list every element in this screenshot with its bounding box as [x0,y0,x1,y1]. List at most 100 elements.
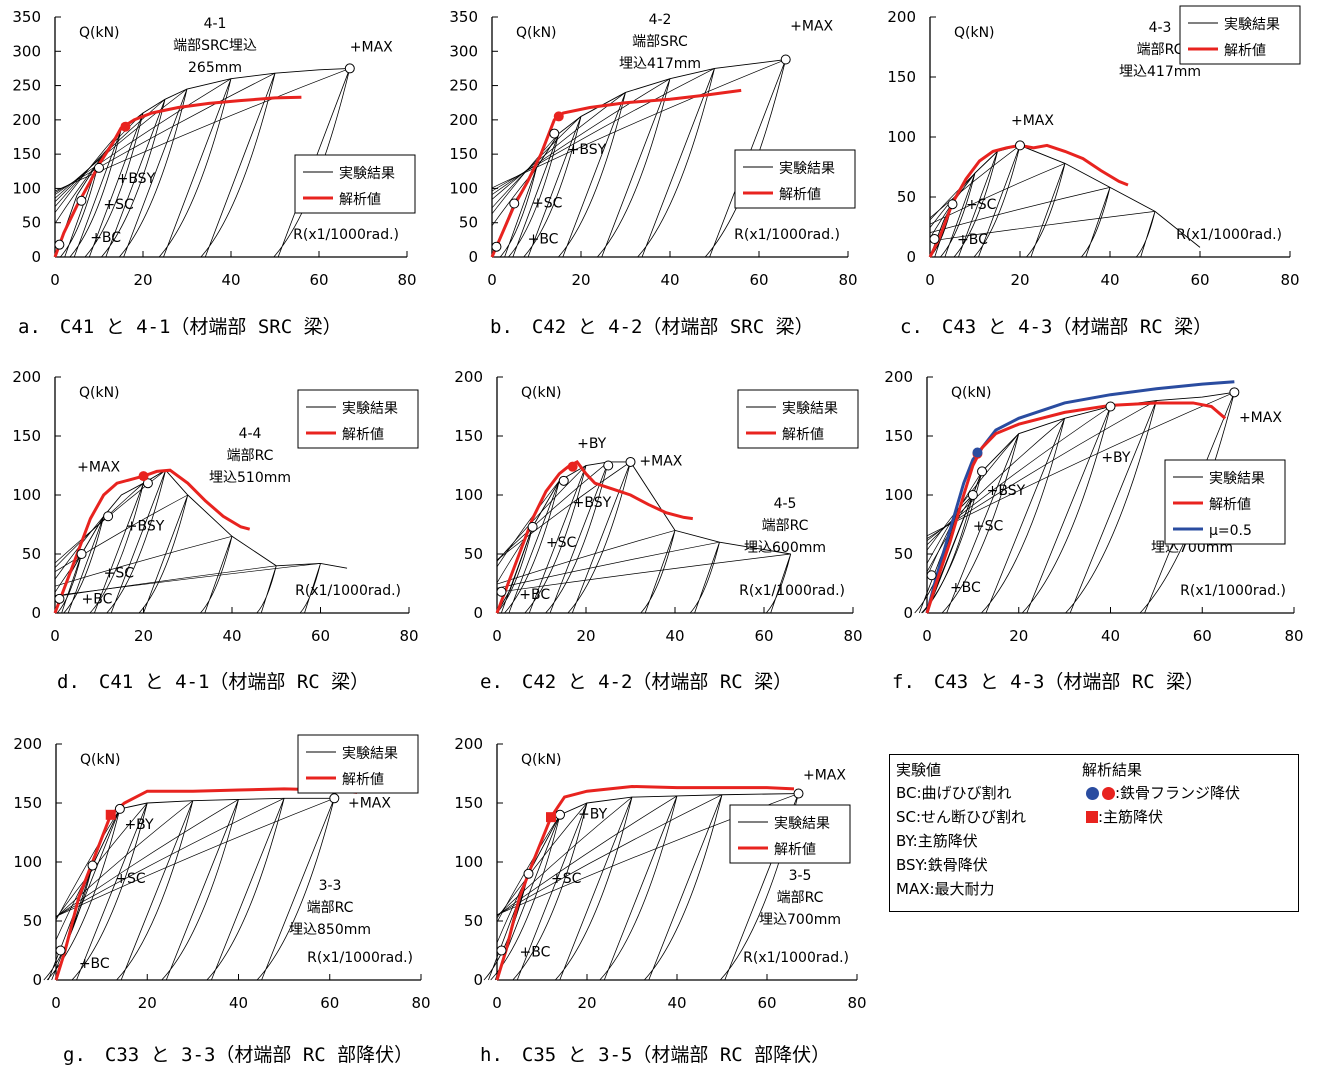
experiment-reload-line [926,433,1020,551]
event-point-label: +BC [528,231,559,247]
y-tick-label: 100 [13,853,42,871]
specimen-label: 埋込417mm [1119,64,1201,80]
x-tick-label: 60 [754,627,773,645]
x-tick-label: 80 [838,271,857,289]
legend-label: 解析値 [342,772,384,788]
experiment-reload-line [54,535,233,587]
experiment-reload-line [926,400,1157,539]
ticks: 0 50 100 150 200 0 20 40 60 80 [884,368,1303,645]
chart-panel-f: 0 50 100 150 200 0 20 40 60 80 Q(kN) R(x1/1000rad.)… [880,360,1310,700]
experiment-reload-line [929,187,1111,233]
analysis-series-line [495,784,795,981]
experiment-reload-line [496,465,587,562]
experiment-cycle-line [118,88,188,258]
x-tick-label: 60 [309,271,328,289]
y-tick-label: 250 [449,77,478,95]
legend-box [734,149,856,209]
event-point-label: +MAX [1011,113,1054,129]
specimen-label: 端部SRC埋込 [173,38,257,54]
event-point-label: +SC [966,197,997,213]
legend-label: 実験結果 [779,161,835,177]
y-tick-label: 0 [473,604,483,622]
y-axis-label: Q(kN) [521,752,562,768]
chart-caption: e. C42 と 4-2（材端部 RC 梁） [480,671,793,693]
event-point-label: +MAX [1239,410,1282,426]
x-tick-label: 80 [1280,271,1299,289]
red-square-icon [1086,811,1098,823]
red-yield-marker [138,471,149,482]
legend-label: 解析値 [774,842,816,858]
x-tick-label: 80 [847,994,866,1012]
y-tick-label: 150 [454,794,483,812]
event-point-label: +SC [546,535,577,551]
event-point-marker [603,460,614,471]
x-tick-label: 60 [749,271,768,289]
mu-series-line [925,380,1235,614]
legend-label: 実験結果 [339,166,395,182]
notes-flange-label: :鉄骨フランジ降伏 [1115,784,1241,802]
event-point-marker [496,586,507,597]
y-tick-label: 200 [449,111,478,129]
specimen-label: 埋込850mm [289,922,371,938]
legend-box [737,389,859,449]
event-point-marker [344,63,355,74]
specimen-label: 端部RC [777,890,824,906]
y-tick-label: 50 [22,214,41,232]
experiment-reload-line [496,480,560,567]
red-yield-marker [567,461,578,472]
event-point-marker [76,549,87,559]
experiment-cycle-line [200,73,276,258]
event-point-marker [54,239,65,250]
y-tick-label: 200 [454,368,483,386]
experiment-reload-line [926,392,1235,537]
experiment-reload-line [55,797,285,917]
event-point-label: +BY [577,436,607,452]
chart-panel-d: 0 50 100 150 200 0 20 40 60 80 Q(kN) R(x1/1000rad.)… [0,360,430,700]
specimen-label: 端部RC [1137,42,1184,58]
y-tick-label: 200 [887,8,916,26]
notes-right-title: 解析結果 [1082,761,1143,779]
experiment-cycle-line [1021,406,1111,614]
specimen-label: 3-3 [319,878,342,894]
x-tick-label: 80 [411,994,430,1012]
y-tick-label: 150 [13,794,42,812]
experiment-reload-line [55,800,194,918]
event-point-marker [527,521,538,532]
notes-item-by: BY:主筋降伏 [896,832,978,850]
event-point-marker [1015,140,1025,151]
x-tick-label: 40 [665,627,684,645]
experiment-reload-line [926,406,1111,541]
rebar-yield-marker [546,812,556,823]
experiment-reload-line [496,461,609,561]
specimen-label: 4-4 [239,426,262,442]
y-tick-label: 50 [897,188,916,206]
event-point-marker [625,456,636,467]
event-point-marker [329,793,340,804]
legend-label: μ=0.5 [1209,523,1252,539]
experiment-cycle-line [46,808,121,981]
experiment-reload-line [491,78,671,195]
experiment-reload-line [54,72,276,193]
experiment-cycle-line [508,133,560,258]
event-point-label: +BSY [987,483,1026,499]
y-axis-label: Q(kN) [954,25,995,41]
experiment-reload-line [55,797,335,917]
y-tick-label: 200 [12,368,41,386]
x-axis-label: R(x1/1000rad.) [743,950,849,966]
x-tick-label: 40 [660,271,679,289]
experiment-cycle-line [640,530,676,614]
experiment-cycle-line [523,116,582,258]
y-axis-label: Q(kN) [79,25,120,41]
y-tick-label: 200 [884,368,913,386]
y-tick-label: 50 [459,214,478,232]
legend-label: 実験結果 [1224,17,1280,33]
experiment-reload-line [929,145,1021,219]
x-tick-label: 0 [51,994,61,1012]
experiment-cycle-line [200,536,233,614]
event-point-marker [87,860,98,871]
chart-panel-a: 0 50 100 150 200 250 300 350 0 20 40 60 80 Q(kN) R(x1/… [0,0,430,345]
x-tick-label: 60 [757,994,776,1012]
experiment-cycle-line [567,461,631,614]
